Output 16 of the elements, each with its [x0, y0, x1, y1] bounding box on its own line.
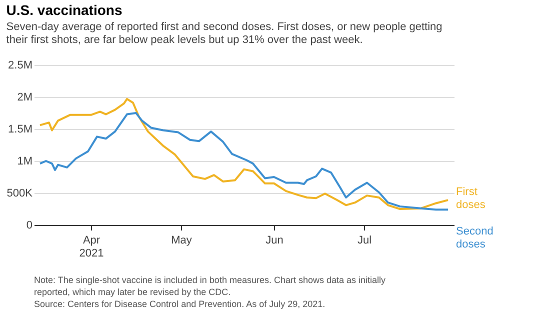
y-tick-label: 2M: [17, 92, 32, 104]
y-tick-label: 1.5M: [8, 124, 32, 136]
series-label: Second doses: [456, 226, 494, 251]
chart-title: U.S. vaccinations: [6, 2, 122, 18]
y-tick-label: 500K: [6, 188, 34, 200]
x-tick-label: Jul: [357, 234, 372, 246]
x-tick-label: May: [171, 234, 192, 246]
x-tick-label: Jun: [266, 234, 284, 246]
y-tick-label: 2.5M: [8, 60, 32, 72]
source-note: Source: Centers for Disease Control and Prevention. As of July 29, 2021.: [34, 299, 326, 309]
x-tick-label: Apr 2021: [79, 234, 104, 260]
y-tick-label: 1M: [17, 156, 32, 168]
series-label: First doses: [456, 186, 486, 212]
chart-subtitle: Seven-day average of reported first and second doses. First doses, or new people getting their first shots, are far below peak levels but up 31% over the past week.: [6, 21, 442, 46]
text: Note: The single-shot vaccine is included in both measures. Chart shows data as initially reported, which may later be revised by the CDC.: [34, 275, 386, 297]
y-tick-label: 0: [26, 220, 32, 232]
